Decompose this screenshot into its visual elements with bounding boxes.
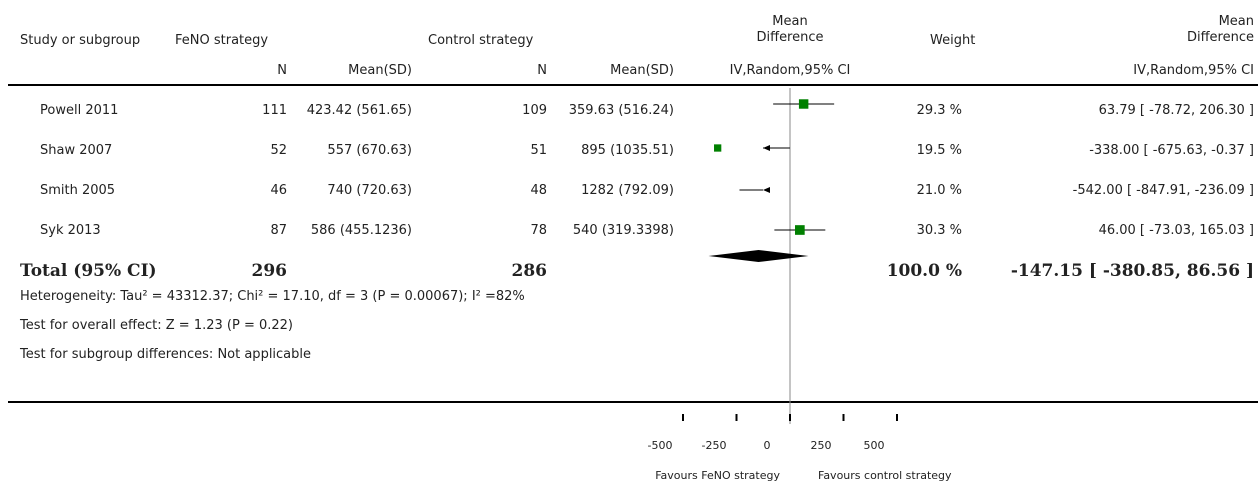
- heterogeneity-note: Heterogeneity: Tau² = 43312.37; Chi² = 1…: [20, 289, 525, 304]
- study-name: Syk 2013: [40, 223, 101, 238]
- total-weight: 100.0 %: [886, 261, 962, 281]
- x-tick-label: 0: [763, 439, 771, 452]
- feno-meansd-header: Mean(SD): [348, 63, 412, 78]
- md-header-line2: Difference: [756, 30, 824, 45]
- study-weight: 21.0 %: [916, 183, 962, 198]
- feno-group-header: FeNO strategy: [175, 33, 269, 48]
- feno-meansd: 586 (455.1236): [310, 223, 412, 238]
- control-n: 109: [522, 103, 547, 118]
- md-header-line1: Mean: [772, 14, 808, 29]
- total-label: Total (95% CI): [20, 261, 157, 281]
- ci-clipped-arrow: [763, 187, 770, 193]
- md-right-header-line2: Difference: [1186, 30, 1254, 45]
- study-estimate-marker: [795, 225, 805, 235]
- subgroup-note: Test for subgroup differences: Not appli…: [20, 347, 312, 362]
- feno-n: 87: [270, 223, 287, 238]
- feno-meansd: 740 (720.63): [327, 183, 412, 198]
- control-group-header: Control strategy: [428, 33, 534, 48]
- feno-n: 46: [270, 183, 287, 198]
- overall-effect-note: Test for overall effect: Z = 1.23 (P = 0…: [20, 318, 293, 333]
- study-ci: 46.00 [ -73.03, 165.03 ]: [1098, 223, 1254, 238]
- feno-n: 111: [262, 103, 287, 118]
- feno-n: 52: [270, 143, 287, 158]
- study-ci: -338.00 [ -675.63, -0.37 ]: [1089, 143, 1254, 158]
- study-weight: 30.3 %: [916, 223, 962, 238]
- feno-n-header: N: [277, 63, 287, 78]
- favours-right-label: Favours control strategy: [818, 469, 952, 482]
- x-tick-label: -250: [701, 439, 727, 452]
- method-header: IV,Random,95% CI: [729, 63, 851, 78]
- control-meansd-header: Mean(SD): [610, 63, 674, 78]
- pooled-estimate-diamond: [708, 250, 809, 262]
- study-weight: 19.5 %: [916, 143, 962, 158]
- favours-left-label: Favours FeNO strategy: [655, 469, 780, 482]
- study-column-header: Study or subgroup: [20, 33, 141, 48]
- study-estimate-marker: [798, 99, 809, 109]
- study-ci: -542.00 [ -847.91, -236.09 ]: [1072, 183, 1254, 198]
- method-right-header: IV,Random,95% CI: [1133, 63, 1254, 78]
- control-meansd: 895 (1035.51): [581, 143, 674, 158]
- total-feno-n: 296: [251, 261, 288, 281]
- control-meansd: 359.63 (516.24): [568, 103, 674, 118]
- control-n-header: N: [537, 63, 547, 78]
- study-name: Powell 2011: [40, 103, 119, 118]
- study-weight: 29.3 %: [916, 103, 962, 118]
- x-tick-label: 500: [863, 439, 885, 452]
- control-n: 51: [530, 143, 547, 158]
- weight-header: Weight: [930, 33, 976, 48]
- footer-divider: [8, 401, 1258, 403]
- control-meansd: 1282 (792.09): [581, 183, 674, 198]
- control-meansd: 540 (319.3398): [572, 223, 674, 238]
- control-n: 48: [530, 183, 547, 198]
- control-n: 78: [530, 223, 547, 238]
- study-ci: 63.79 [ -78.72, 206.30 ]: [1098, 103, 1254, 118]
- header-divider: [8, 84, 1258, 86]
- total-control-n: 286: [511, 261, 548, 281]
- study-name: Shaw 2007: [40, 143, 113, 158]
- x-tick-label: 250: [810, 439, 832, 452]
- study-estimate-marker: [714, 144, 722, 152]
- feno-meansd: 557 (670.63): [327, 143, 412, 158]
- md-right-header-line1: Mean: [1218, 14, 1254, 29]
- study-name: Smith 2005: [40, 183, 116, 198]
- feno-meansd: 423.42 (561.65): [306, 103, 412, 118]
- x-tick-label: -500: [647, 439, 673, 452]
- ci-clipped-arrow: [763, 145, 770, 151]
- total-ci: -147.15 [ -380.85, 86.56 ]: [1010, 261, 1254, 281]
